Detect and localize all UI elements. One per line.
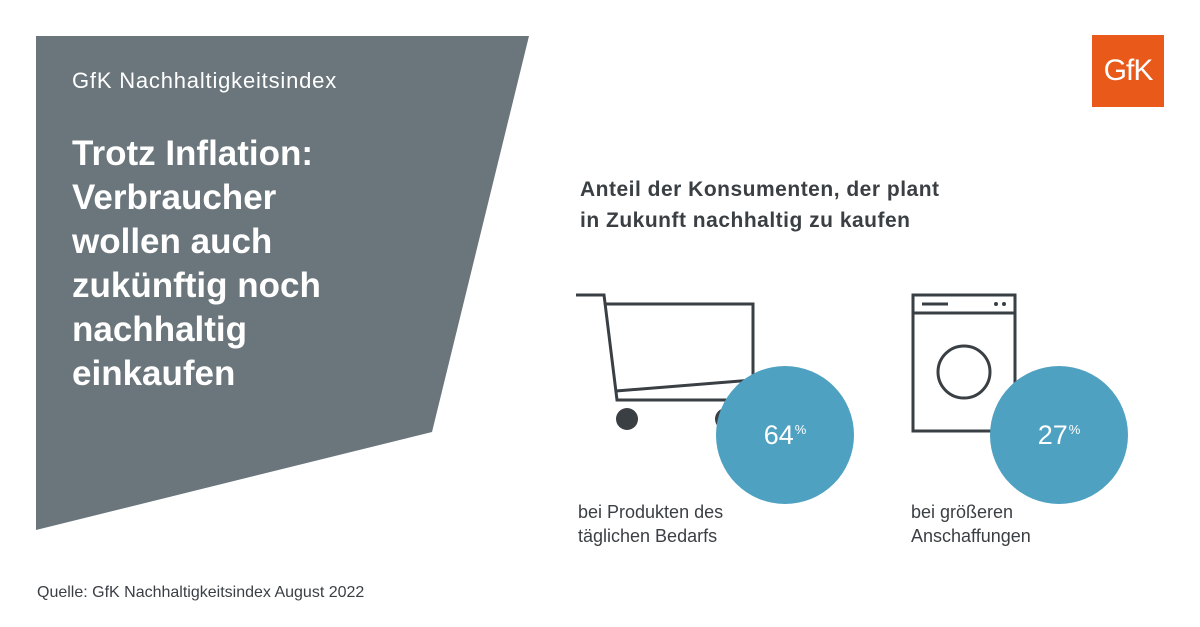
caption-line: täglichen Bedarfs bbox=[578, 526, 718, 546]
question-heading: Anteil der Konsumenten, der plant in Zuk… bbox=[580, 174, 1060, 236]
headline: Trotz Inflation: Verbraucher wollen auch… bbox=[72, 132, 402, 396]
stat-bubble: 27% bbox=[990, 366, 1128, 504]
source-note: Quelle: GfK Nachhaltigkeitsindex August … bbox=[37, 584, 365, 601]
headline-line: zukünftig noch bbox=[72, 266, 321, 305]
headline-line: Verbraucher bbox=[72, 178, 277, 217]
question-line: in Zukunft nachhaltig zu kaufen bbox=[580, 209, 911, 232]
caption-line: bei größeren bbox=[911, 502, 1014, 522]
question-line: Anteil der Konsumenten, der plant bbox=[580, 178, 940, 201]
stat-unit: % bbox=[794, 421, 807, 437]
headline-line: Trotz Inflation: bbox=[72, 134, 314, 173]
caption-line: Anschaffungen bbox=[911, 526, 1031, 546]
headline-line: nachhaltig bbox=[72, 310, 248, 349]
stat-caption: bei Produkten des täglichen Bedarfs bbox=[578, 500, 723, 548]
stat-bubble: 64% bbox=[716, 366, 854, 504]
gfk-logo: GfK bbox=[1092, 35, 1164, 107]
index-subtitle: GfK Nachhaltigkeitsindex bbox=[72, 68, 337, 93]
stat-value: 27 bbox=[1037, 419, 1068, 450]
stat-caption: bei größeren Anschaffungen bbox=[911, 500, 1031, 548]
washing-machine-icon bbox=[911, 293, 1017, 433]
caption-line: bei Produkten des bbox=[578, 502, 724, 522]
headline-line: wollen auch bbox=[72, 222, 273, 261]
stat-value: 64 bbox=[763, 419, 794, 450]
headline-line: einkaufen bbox=[72, 354, 236, 393]
stat-unit: % bbox=[1068, 421, 1081, 437]
